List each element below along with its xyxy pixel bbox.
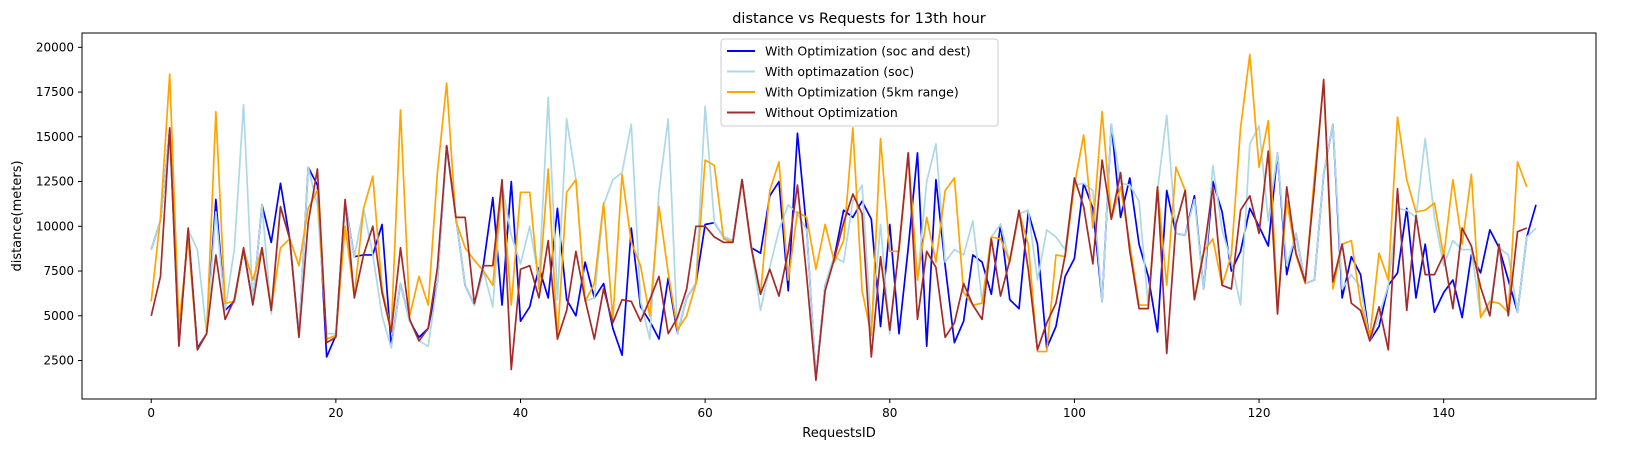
- legend-label-4: Without Optimization: [765, 105, 898, 120]
- y-tick-label: 2500: [43, 354, 74, 368]
- y-axis-label: distance(meters): [10, 160, 25, 271]
- x-tick-label: 0: [147, 406, 155, 420]
- x-tick-label: 20: [328, 406, 343, 420]
- plot-area-frame: [81, 32, 1597, 400]
- legend: With Optimization (soc and dest) With opt…: [720, 38, 999, 127]
- chart-title: distance vs Requests for 13th hour: [732, 11, 986, 27]
- legend-label-1: With Optimization (soc and dest): [765, 44, 971, 59]
- x-tick-label: 100: [1063, 406, 1086, 420]
- y-tick-label: 17500: [36, 85, 74, 99]
- x-axis-label: RequestsID: [802, 426, 875, 441]
- x-tick-label: 140: [1432, 406, 1455, 420]
- x-tick-label: 40: [513, 406, 528, 420]
- series-line-4: [150, 78, 1528, 382]
- y-tick-label: 5000: [43, 309, 74, 323]
- legend-box: [720, 38, 999, 127]
- y-tick-label: 15000: [36, 130, 74, 144]
- x-tick-label: 120: [1248, 406, 1271, 420]
- y-tick-label: 10000: [36, 219, 74, 233]
- y-axis: 2500 5000 7500 10000 12500 15000 17500 20000: [36, 40, 82, 368]
- x-axis: 0 20 40 60 80 100 120 140: [147, 399, 1455, 420]
- y-tick-label: 20000: [36, 40, 74, 54]
- legend-label-2: With optimazation (soc): [765, 64, 914, 79]
- y-tick-label: 12500: [36, 175, 74, 189]
- x-tick-label: 80: [882, 406, 897, 420]
- x-tick-label: 60: [697, 406, 712, 420]
- y-tick-label: 7500: [43, 264, 74, 278]
- legend-label-3: With Optimization (5km range): [765, 85, 959, 100]
- series-layer: [150, 53, 1537, 382]
